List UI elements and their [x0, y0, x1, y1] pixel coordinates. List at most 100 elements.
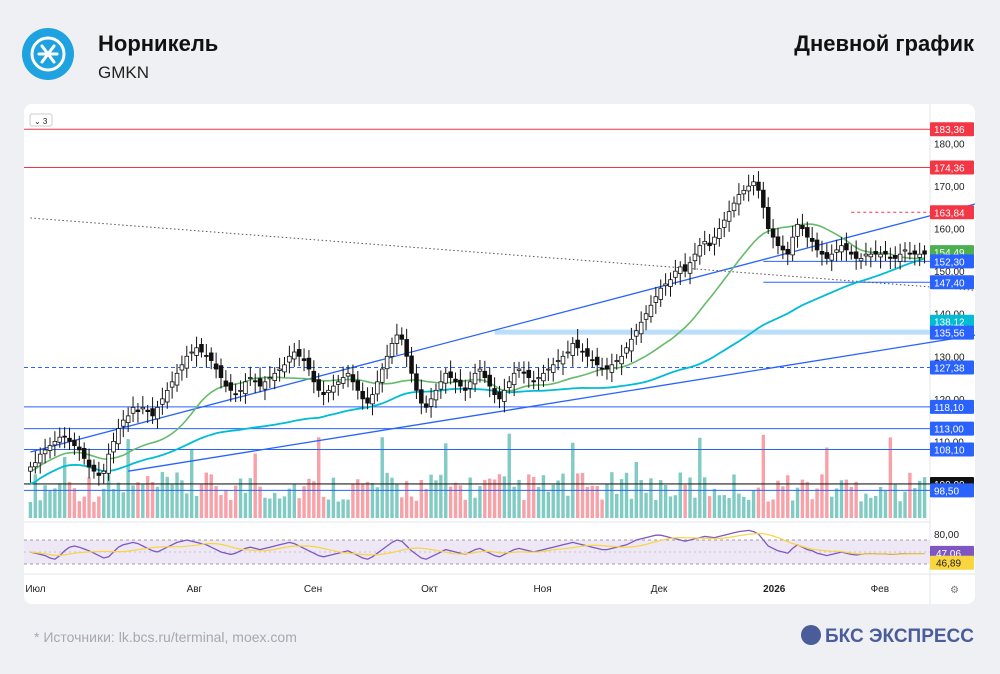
candle — [86, 459, 92, 468]
candle — [262, 381, 268, 390]
moving-average-short — [30, 223, 925, 472]
candle — [252, 380, 258, 383]
volume-bar — [913, 488, 917, 518]
candle — [638, 321, 644, 335]
volume-bar — [746, 499, 751, 518]
volume-bar — [834, 488, 839, 518]
candle — [428, 398, 434, 407]
volume-bar — [825, 447, 829, 518]
volume-bar — [224, 489, 228, 518]
volume-bar — [282, 496, 287, 518]
candle — [282, 364, 287, 373]
candle — [91, 464, 97, 472]
volume-bar — [663, 484, 668, 518]
candle — [741, 189, 747, 195]
trendline — [30, 203, 975, 453]
volume-bar — [336, 501, 340, 518]
time-axis-label: Сен — [304, 584, 322, 595]
price-chart[interactable]: 180,00170,00160,00150,00140,00130,00120,… — [24, 104, 975, 604]
volume-bar — [551, 484, 555, 518]
time-axis-label: Фев — [871, 584, 889, 595]
candle — [414, 373, 419, 391]
candle — [67, 437, 72, 442]
volume-bar — [497, 474, 502, 518]
volume-bar — [243, 492, 248, 518]
candle — [301, 358, 307, 361]
candle — [467, 381, 473, 389]
volume-bar — [839, 480, 844, 518]
volume-bar — [400, 497, 404, 518]
price-tick-label: 170,00 — [934, 182, 965, 193]
volume-bar — [751, 490, 756, 518]
volume-bar — [53, 488, 57, 518]
candle — [404, 339, 409, 357]
candle — [819, 251, 825, 255]
candle — [673, 270, 678, 278]
volume-bar — [615, 493, 619, 518]
volume-bar — [204, 472, 209, 518]
candle — [536, 377, 541, 380]
candle — [824, 252, 830, 259]
candle — [849, 251, 854, 255]
candle — [560, 355, 566, 365]
volume-bar — [766, 501, 770, 518]
candle — [292, 351, 297, 360]
candle — [863, 253, 869, 257]
volume-bar — [859, 501, 863, 518]
volume-bar — [253, 453, 257, 518]
candle — [721, 219, 727, 228]
volume-bar — [600, 499, 604, 518]
candle — [731, 202, 737, 212]
volume-bar — [693, 497, 697, 518]
candle — [902, 249, 908, 252]
candle — [853, 251, 859, 259]
candle — [663, 283, 668, 286]
volume-bar — [307, 478, 311, 518]
candle — [130, 406, 136, 414]
candle — [399, 334, 405, 340]
volume-bar — [33, 474, 38, 518]
volume-bar — [312, 481, 316, 518]
candle — [565, 351, 571, 354]
candle — [365, 397, 370, 404]
candle — [678, 266, 683, 274]
volume-bar — [77, 501, 82, 518]
volume-bar — [375, 487, 380, 518]
candle — [238, 389, 243, 392]
candle — [375, 381, 380, 395]
candle — [624, 347, 629, 354]
candle — [155, 406, 160, 420]
candle — [526, 369, 532, 378]
price-label-text: 183,36 — [934, 125, 965, 136]
candle — [223, 380, 229, 387]
candle — [707, 242, 712, 247]
price-label-text: 108,10 — [934, 445, 965, 456]
candle — [785, 248, 791, 255]
candle — [243, 381, 248, 395]
candle — [101, 470, 106, 474]
volume-bar — [702, 477, 707, 518]
volume-bar — [546, 491, 551, 518]
volume-bar — [331, 477, 336, 518]
candle — [609, 364, 615, 373]
volume-bar — [917, 480, 922, 518]
candle — [487, 374, 492, 387]
candle — [858, 258, 864, 262]
volume-bar — [277, 498, 282, 518]
volume-bar — [199, 484, 204, 518]
volume-bar — [820, 474, 824, 518]
candle — [507, 381, 512, 389]
volume-bar — [575, 473, 580, 518]
candle — [174, 372, 180, 386]
candle — [594, 356, 600, 366]
volume-bar — [263, 497, 267, 518]
volume-bar — [292, 484, 296, 518]
bcs-logo-icon — [800, 625, 821, 645]
volume-bar — [712, 488, 717, 518]
rsi-line — [30, 529, 925, 560]
volume-bar — [468, 477, 472, 518]
volume-bar — [43, 485, 47, 518]
volume-bar — [429, 474, 433, 518]
time-axis-label: Дек — [651, 584, 668, 595]
candle — [614, 360, 620, 362]
